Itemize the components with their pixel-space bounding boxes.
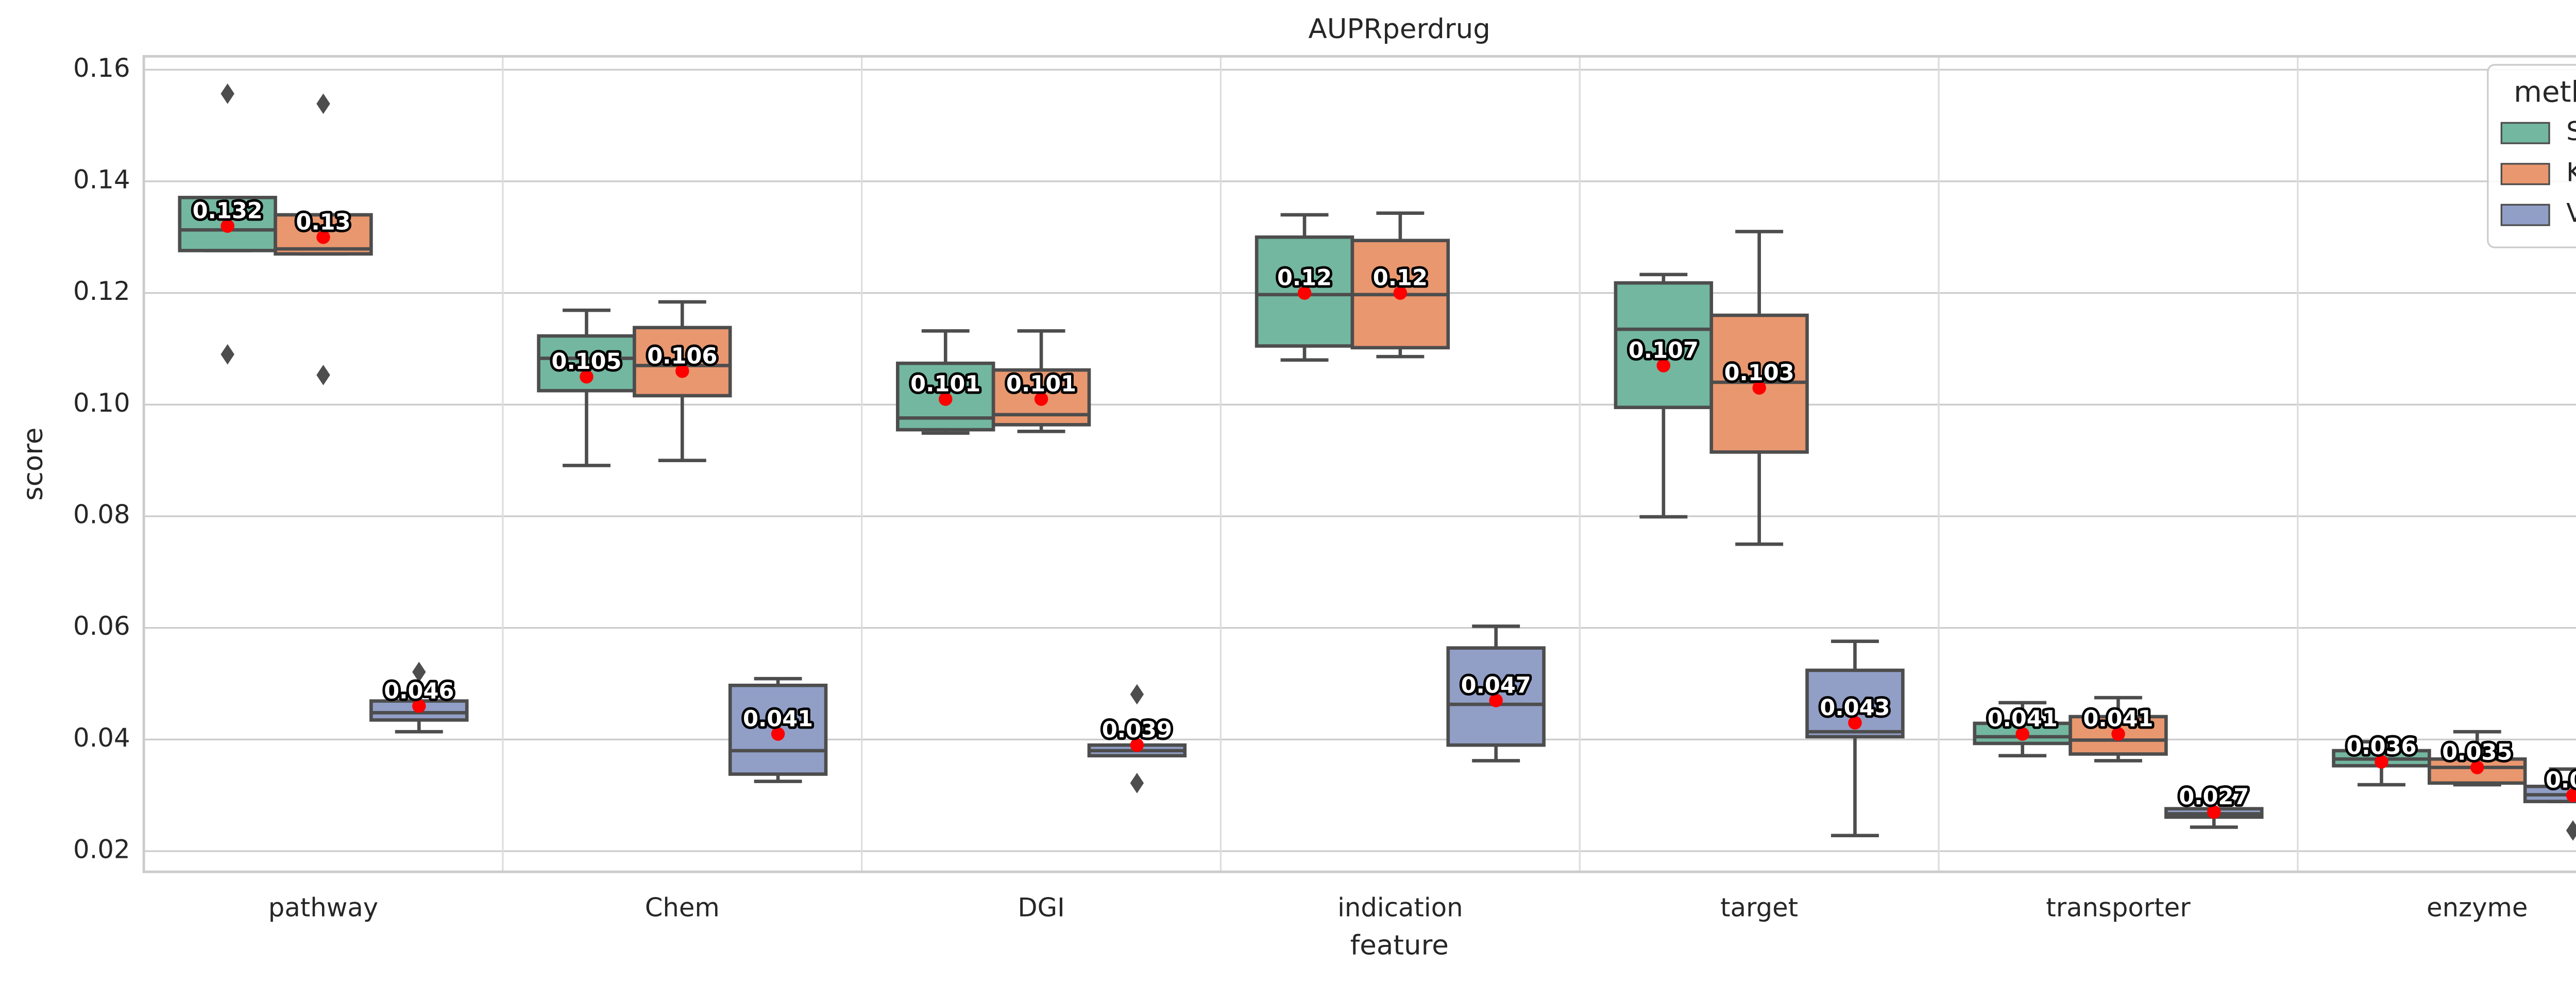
mean-label: 0.103: [1724, 360, 1794, 386]
mean-marker: [580, 369, 594, 384]
outlier: [316, 93, 330, 114]
mean-label: 0.047: [1461, 672, 1531, 698]
y-tick-label: 0.16: [73, 53, 130, 83]
mean-label: 0.101: [910, 371, 980, 397]
mean-marker: [1034, 392, 1048, 406]
mean-marker: [675, 364, 689, 378]
mean-label: 0.039: [1102, 717, 1172, 743]
y-tick-label: 0.12: [73, 276, 130, 306]
mean-label: 0.101: [1006, 371, 1076, 397]
outlier: [221, 83, 234, 104]
legend-label: SKR: [2566, 116, 2576, 146]
legend-title: method: [2514, 76, 2576, 109]
mean-marker: [2015, 727, 2029, 741]
mean-marker: [412, 699, 426, 713]
mean-label: 0.107: [1629, 337, 1699, 363]
mean-label: 0.132: [193, 198, 263, 224]
mean-marker: [1130, 738, 1144, 752]
outlier: [1130, 684, 1144, 705]
x-tick-label: indication: [1337, 892, 1463, 922]
mean-marker: [1848, 716, 1862, 730]
mean-label: 0.041: [1988, 706, 2058, 732]
x-tick-label: Chem: [645, 892, 720, 922]
y-tick-label: 0.10: [73, 388, 130, 418]
legend-swatch: [2500, 122, 2550, 144]
y-tick-label: 0.06: [73, 611, 130, 641]
mean-label: 0.041: [743, 706, 813, 732]
outlier: [316, 365, 330, 385]
mean-marker: [221, 219, 234, 233]
mean-marker: [2375, 755, 2388, 769]
mean-marker: [2566, 788, 2576, 802]
mean-label: 0.13: [296, 209, 350, 235]
legend-swatch: [2500, 204, 2550, 226]
y-tick-label: 0.04: [73, 723, 130, 753]
y-tick-label: 0.08: [73, 499, 130, 529]
mean-marker: [771, 727, 785, 741]
mean-marker: [939, 392, 953, 406]
mean-label: 0.12: [1373, 265, 1428, 291]
y-axis-label: score: [18, 428, 49, 501]
mean-label: 0.027: [2179, 784, 2249, 810]
x-tick-label: pathway: [268, 892, 378, 922]
mean-label: 0.036: [2346, 734, 2416, 760]
mean-label: 0.041: [2083, 706, 2153, 732]
mean-label: 0.035: [2442, 739, 2512, 765]
mean-marker: [1393, 286, 1408, 300]
x-axis-label: feature: [1350, 929, 1449, 961]
outlier: [2566, 820, 2576, 841]
mean-label: 0.12: [1277, 265, 1332, 291]
mean-marker: [1656, 359, 1671, 373]
mean-label: 0.043: [1820, 695, 1890, 721]
legend-box: [2487, 64, 2576, 248]
chart-title: AUPRperdrug: [1309, 13, 1490, 45]
mean-marker: [1297, 286, 1312, 300]
y-tick-label: 0.14: [73, 164, 130, 194]
box: [178, 196, 277, 252]
y-tick-label: 0.02: [73, 834, 130, 864]
x-tick-label: enzyme: [2427, 892, 2528, 922]
box: [1614, 281, 1714, 410]
mean-label: 0.105: [551, 349, 621, 375]
mean-label: 0.106: [647, 343, 717, 369]
mean-marker: [316, 230, 330, 244]
axes-frame: [142, 55, 2576, 873]
x-tick-label: DGI: [1018, 892, 1064, 922]
legend-label: VKR: [2566, 198, 2576, 228]
mean-label: 0.03: [2546, 768, 2576, 793]
mean-marker: [1752, 381, 1766, 395]
mean-marker: [2207, 805, 2221, 819]
box: [633, 326, 732, 398]
mean-marker: [2111, 727, 2125, 741]
legend-swatch: [2500, 163, 2550, 185]
mean-label: 0.046: [384, 678, 454, 704]
legend-label: KRR: [2566, 157, 2576, 187]
x-tick-label: target: [1720, 892, 1798, 922]
x-tick-label: transporter: [2046, 892, 2191, 922]
mean-marker: [2470, 760, 2484, 774]
mean-marker: [1489, 694, 1503, 707]
